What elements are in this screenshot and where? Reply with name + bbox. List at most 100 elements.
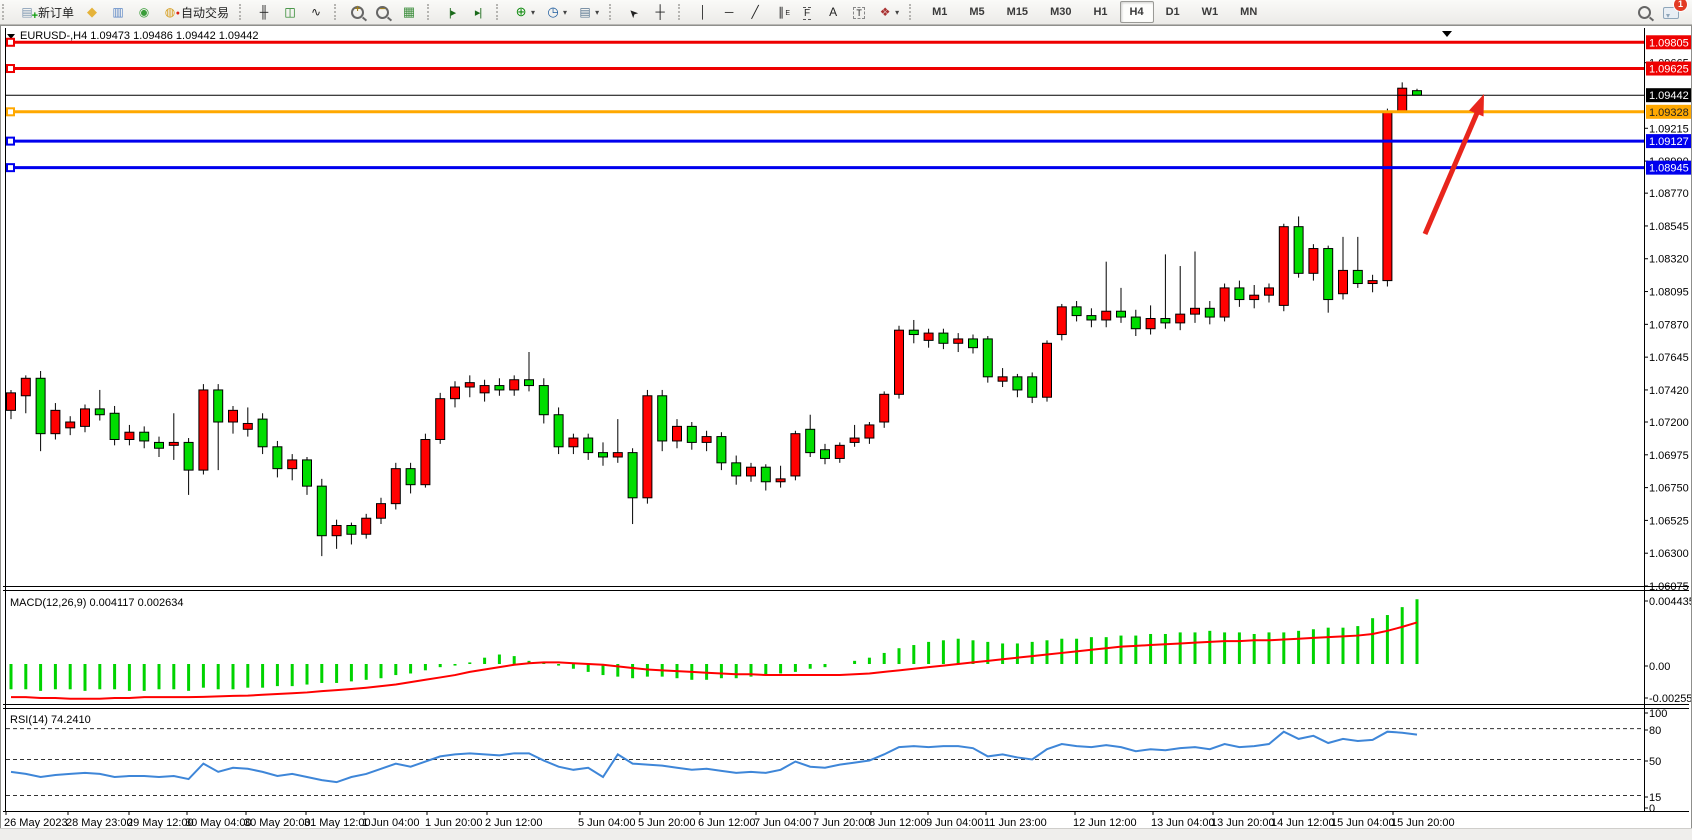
timeframe-w1-button[interactable]: W1 — [1192, 1, 1229, 23]
candle — [1145, 318, 1156, 330]
bar-chart-button[interactable] — [252, 1, 276, 23]
price-badge-label: 1.09805 — [1649, 37, 1689, 49]
candle — [302, 459, 312, 487]
text-button[interactable] — [821, 1, 845, 23]
timeframe-h1-button[interactable]: H1 — [1083, 1, 1117, 23]
hline-anchor[interactable] — [6, 64, 15, 74]
hline-anchor[interactable] — [6, 107, 15, 117]
time-tick-label: 7 Jun 20:00 — [813, 817, 871, 828]
zoom-out-button[interactable]: − — [372, 1, 395, 23]
candle — [1160, 318, 1171, 324]
candle — [50, 409, 61, 435]
periods-button[interactable]: ▾ — [541, 1, 571, 23]
fibonacci-button[interactable] — [795, 1, 819, 23]
toolbar-group-zoom: + − — [343, 0, 425, 24]
search-button[interactable] — [1634, 1, 1657, 23]
price-badge — [1646, 88, 1691, 103]
candle — [598, 452, 608, 458]
button-label: M15 — [1006, 6, 1029, 18]
candle — [657, 395, 668, 442]
timeframe-d1-button[interactable]: D1 — [1156, 1, 1190, 23]
time-tick-label: 28 May 23:00 — [66, 817, 133, 828]
price-tick-label: 1.09215 — [1649, 123, 1689, 135]
arrows-icon — [877, 4, 893, 20]
button-label: 自动交易 — [181, 5, 230, 20]
tile-windows-button[interactable] — [397, 1, 421, 23]
candlestick-chart-button[interactable] — [278, 1, 302, 23]
candle — [464, 382, 475, 388]
trendline-button[interactable] — [743, 1, 767, 23]
toolbar-grip — [239, 4, 246, 20]
hline-anchor[interactable] — [6, 37, 15, 47]
candle — [154, 441, 164, 449]
timeframe-m30-button[interactable]: M30 — [1040, 1, 1081, 23]
price-badge-label: 1.09127 — [1649, 136, 1689, 148]
price-tick-label: 1.08320 — [1649, 254, 1689, 266]
price-tick-label: 1.06975 — [1649, 450, 1689, 462]
arrows-button[interactable]: ▾ — [873, 1, 903, 23]
auto-scroll-button[interactable] — [440, 1, 464, 23]
candle — [568, 437, 579, 448]
timeframe-m15-button[interactable]: M15 — [997, 1, 1038, 23]
toolbar-grip — [496, 4, 503, 20]
text-a-icon — [825, 4, 841, 20]
timeframe-m5-button[interactable]: M5 — [959, 1, 994, 23]
frame-layer: EURUSD-,H4 1.09473 1.09486 1.09442 1.094… — [3, 28, 1689, 812]
bars-icon — [256, 4, 272, 20]
signals-button[interactable] — [132, 1, 156, 23]
text-label-button[interactable] — [847, 1, 871, 23]
chart-window: EURUSD-,H4 1.09473 1.09486 1.09442 1.094… — [0, 25, 1692, 829]
annotation-layer — [1422, 94, 1484, 235]
button-label: MN — [1240, 6, 1258, 18]
new-order-button[interactable]: 新订单 — [15, 1, 78, 25]
crosshair-button[interactable] — [648, 1, 672, 23]
timeframe-mn-button[interactable]: MN — [1230, 1, 1267, 23]
chat-button[interactable]: 1 — [1659, 0, 1688, 23]
toolbar-grip — [427, 4, 434, 20]
candle — [479, 385, 490, 394]
notification-badge: 1 — [1673, 0, 1688, 12]
candle — [331, 525, 342, 537]
button-label: M1 — [932, 6, 948, 18]
autotrading-button[interactable]: 自动交易 — [158, 1, 233, 23]
candle — [1219, 287, 1230, 318]
candle — [450, 386, 460, 400]
templates-button[interactable]: ▾ — [573, 1, 603, 23]
line-chart-button[interactable] — [304, 1, 328, 23]
autoscroll-icon — [444, 4, 460, 20]
cursor-icon — [626, 4, 642, 20]
candle — [1367, 280, 1378, 285]
chart-shift-marker-icon[interactable] — [1442, 31, 1452, 37]
vertical-line-button[interactable] — [691, 1, 715, 23]
new-order-icon — [19, 4, 38, 24]
trend-arrow-shaft[interactable] — [1422, 112, 1480, 235]
timeframe-m1-button[interactable]: M1 — [922, 1, 957, 23]
horizontal-line-button[interactable] — [717, 1, 741, 23]
chart-shift-button[interactable] — [466, 1, 490, 23]
zoom-in-button[interactable]: + — [347, 1, 370, 23]
indicators-button[interactable]: ▾ — [509, 1, 539, 23]
publish-chart-button[interactable] — [106, 1, 130, 23]
equidistant-channel-button[interactable] — [769, 1, 793, 23]
price-tick-label: 1.06525 — [1649, 515, 1689, 527]
candle — [316, 485, 327, 537]
hline-anchor[interactable] — [6, 136, 15, 146]
trend-arrow-head[interactable] — [1469, 94, 1484, 117]
time-tick-label: 15 Jun 20:00 — [1391, 817, 1455, 828]
tiles-icon — [401, 4, 417, 20]
cursor-button[interactable] — [622, 1, 646, 23]
button-label: D1 — [1165, 6, 1180, 18]
candle — [1323, 248, 1334, 301]
candle — [583, 437, 594, 454]
candle — [1338, 269, 1348, 295]
chart-menu-arrow-icon[interactable] — [7, 34, 15, 39]
toolbar-group-trade: 新订单 自动交易 — [11, 0, 237, 25]
toolbar-grip — [2, 4, 9, 20]
price-tick-label: 1.07645 — [1649, 352, 1689, 364]
price-badge — [1646, 160, 1691, 175]
rsi-tick-label: 100 — [1649, 708, 1667, 720]
timeframe-h4-button[interactable]: H4 — [1119, 1, 1154, 23]
hline-anchor[interactable] — [6, 163, 15, 173]
styler-button[interactable] — [80, 1, 104, 23]
